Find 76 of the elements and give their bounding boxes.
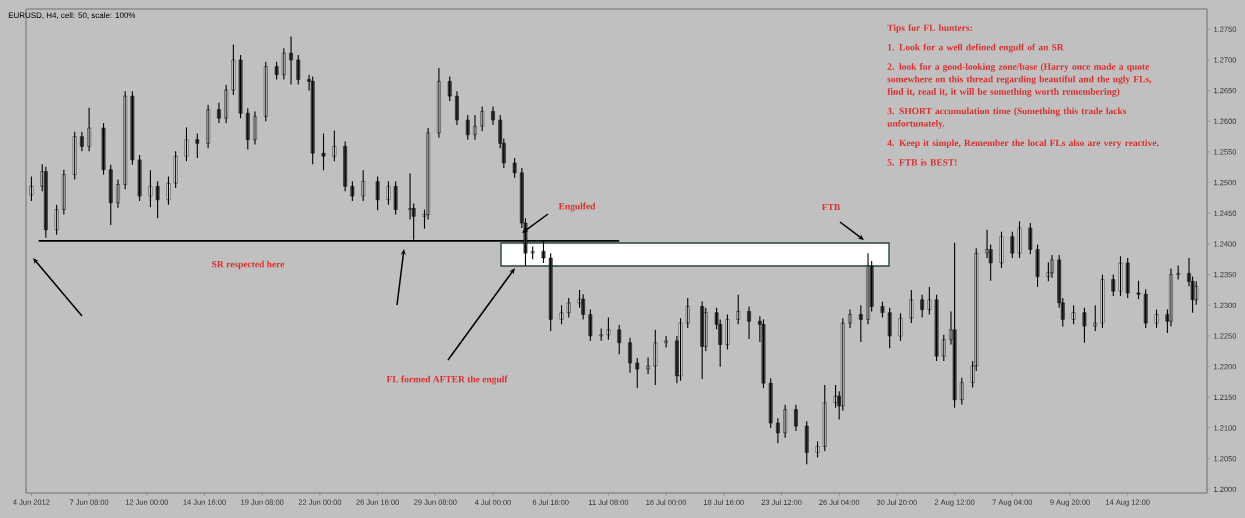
candlestick — [1125, 257, 1130, 299]
candlestick — [332, 129, 337, 162]
annotation: FTB — [821, 203, 840, 211]
candlestick — [858, 304, 863, 343]
annotation: Engulfed — [558, 202, 596, 212]
candlestick — [310, 75, 315, 165]
candlestick — [653, 329, 658, 386]
candlestick — [231, 44, 236, 96]
candlestick — [512, 157, 517, 179]
annotation: Tips for FL hunters: — [887, 24, 972, 33]
annotation: SR respected here — [212, 260, 285, 270]
candlestick — [184, 126, 189, 162]
candlestick — [1082, 307, 1087, 344]
candlestick — [685, 297, 690, 329]
annotation: 5. FTB is BEST! — [887, 158, 957, 166]
candlestick — [238, 54, 243, 119]
candlestick — [606, 317, 611, 341]
candlestick — [559, 304, 564, 325]
candlestick — [1017, 220, 1022, 259]
candlestick — [927, 286, 932, 316]
annotation: 2. look for a good-looking zone/base (Harry once made a quote somewhere on this thread regarding beautiful and the ugly FLs, find it, read it, it will be something worth remembering) — [887, 63, 1152, 97]
candlestick — [635, 357, 640, 389]
candlestick — [909, 289, 914, 324]
candlestick — [155, 180, 160, 219]
candlestick — [1143, 288, 1148, 329]
candlestick — [934, 294, 939, 362]
candlestick — [678, 317, 683, 382]
candlestick — [274, 61, 279, 81]
candlestick — [530, 245, 535, 260]
annotation: 4. Keep it simple, Remember the local FLs also are very reactive. — [887, 139, 1159, 149]
candlestick — [386, 180, 391, 206]
annotation: FL formed AFTER the engulf — [386, 375, 508, 385]
candlestick — [768, 377, 773, 429]
candlestick — [804, 420, 809, 465]
candlestick — [375, 175, 380, 211]
candlestick — [195, 132, 200, 159]
candlestick — [725, 313, 730, 350]
candlestick — [548, 252, 553, 332]
candlestick — [1136, 280, 1141, 300]
candlestick — [1100, 274, 1105, 329]
candlestick — [1176, 264, 1181, 281]
candlestick — [72, 131, 77, 181]
candlestick — [54, 204, 59, 236]
candlestick — [1154, 309, 1159, 329]
annotation: 3. SHORT accumulation time (Something this trade lacks unfortunately. — [887, 107, 1127, 129]
candlestick — [1111, 274, 1116, 297]
candlestick — [393, 180, 398, 216]
candlestick — [588, 309, 593, 342]
candlestick — [130, 90, 135, 166]
candlestick — [1028, 222, 1033, 255]
candlestick — [137, 154, 142, 202]
candlestick — [566, 297, 571, 319]
candlestick — [1093, 304, 1098, 332]
candlestick — [148, 169, 153, 208]
candlestick — [350, 180, 355, 202]
candlestick — [166, 175, 171, 206]
annotation: 1. Look for a well defined engulf of an SR — [887, 43, 1064, 53]
candlestick — [887, 307, 892, 349]
candlestick — [296, 54, 301, 85]
candlestick — [1118, 255, 1123, 297]
candlestick — [1010, 231, 1015, 259]
candlestick — [999, 231, 1004, 269]
candlestick — [321, 132, 326, 171]
candlestick — [465, 114, 470, 141]
candlestick — [101, 122, 106, 176]
candlestick — [1035, 244, 1040, 288]
candlestick — [599, 328, 604, 342]
candlestick — [1071, 304, 1076, 325]
candlestick — [952, 242, 957, 409]
candlestick — [108, 164, 113, 226]
candlestick — [173, 150, 178, 189]
candlestick — [447, 75, 452, 102]
candlestick — [736, 294, 741, 325]
candlestick — [761, 318, 766, 389]
candlestick — [898, 312, 903, 342]
candlestick — [29, 175, 34, 202]
